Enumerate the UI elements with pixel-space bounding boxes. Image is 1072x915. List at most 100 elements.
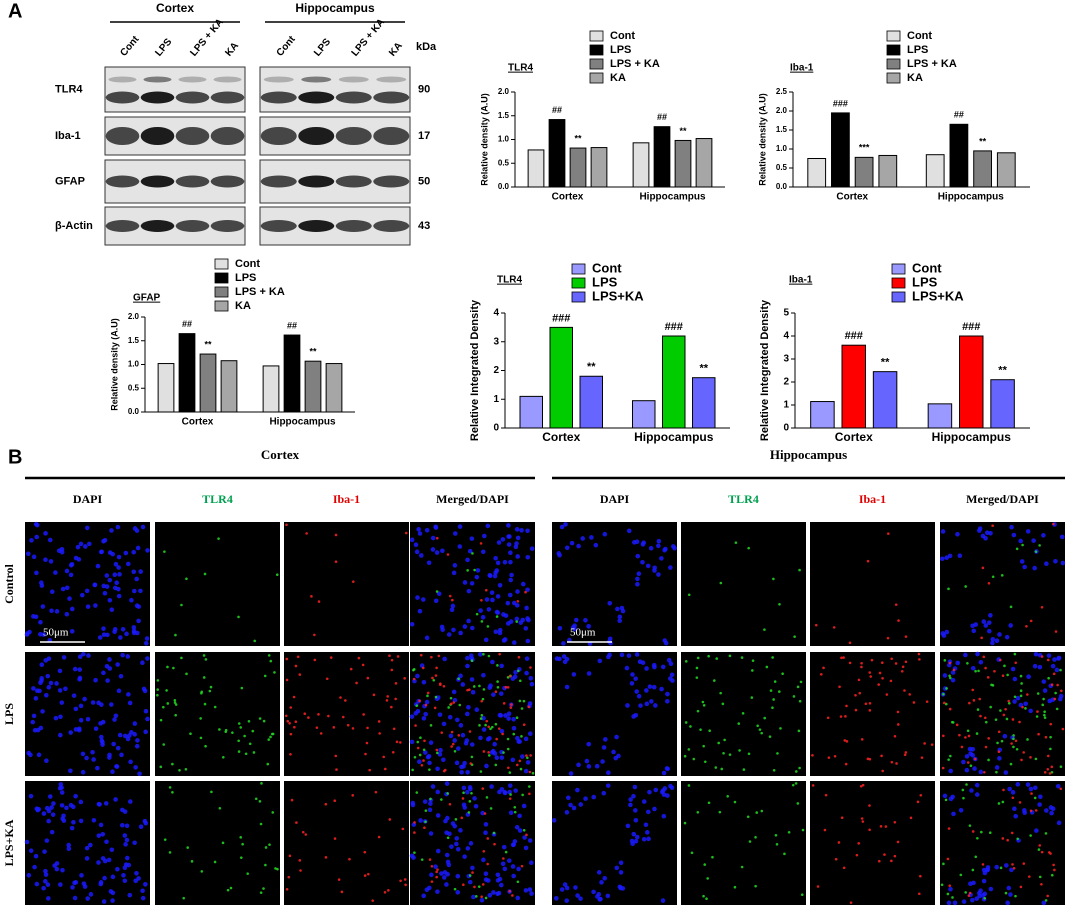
cell-signal: [1013, 652, 1017, 656]
cell-signal: [413, 711, 419, 716]
legend-swatch: [214, 258, 229, 270]
cell-signal: [672, 545, 677, 551]
cell-signal: [462, 883, 465, 887]
cell-signal: [97, 802, 102, 807]
cell-signal: [857, 678, 861, 682]
cell-signal: [701, 700, 705, 704]
cell-signal: [428, 858, 432, 861]
cell-signal: [980, 830, 983, 834]
cell-signal: [773, 680, 777, 683]
cell-signal: [946, 900, 952, 906]
cell-signal: [1003, 664, 1006, 668]
cell-signal: [510, 757, 516, 763]
cell-signal: [904, 751, 908, 754]
cell-signal: [618, 860, 624, 866]
cell-signal: [251, 729, 255, 733]
cell-signal: [487, 573, 493, 578]
cell-signal: [69, 606, 75, 612]
cell-signal: [109, 702, 114, 707]
cell-signal: [138, 569, 143, 574]
cell-signal: [452, 563, 458, 568]
y-tick-label: 1.5: [498, 111, 510, 120]
cell-signal: [774, 833, 778, 837]
cell-signal: [1010, 666, 1016, 672]
cell-signal: [33, 853, 39, 859]
cell-signal: [516, 599, 520, 603]
cell-signal: [125, 654, 131, 659]
cell-signal: [955, 723, 959, 727]
cell-signal: [561, 641, 566, 646]
cell-signal: [73, 727, 79, 732]
significance-label: ###: [833, 98, 848, 108]
cell-signal: [260, 782, 263, 785]
cell-signal: [961, 899, 967, 904]
blot-band: [376, 76, 407, 83]
cell-signal: [458, 828, 463, 833]
cell-signal: [1033, 796, 1037, 800]
cell-signal: [113, 713, 119, 719]
cell-signal: [399, 879, 402, 883]
cell-signal: [659, 789, 665, 795]
cell-signal: [469, 677, 475, 682]
cell-signal: [409, 621, 415, 627]
bar: [653, 126, 671, 188]
cell-signal: [1014, 661, 1018, 665]
cell-signal: [459, 769, 464, 775]
cell-signal: [903, 689, 906, 692]
cell-signal: [523, 626, 529, 631]
cell-signal: [85, 716, 91, 722]
cell-signal: [485, 796, 489, 799]
cell-signal: [496, 680, 499, 683]
cell-signal: [439, 871, 444, 876]
cell-signal: [517, 655, 521, 659]
cell-signal: [1046, 767, 1050, 771]
cell-signal: [366, 676, 370, 680]
chart-title: GFAP: [133, 293, 161, 304]
cell-signal: [695, 666, 699, 670]
cell-signal: [429, 872, 434, 878]
cell-signal: [266, 762, 270, 766]
cell-signal: [299, 869, 302, 872]
cell-signal: [77, 654, 83, 660]
cell-signal: [664, 766, 670, 771]
cell-signal: [84, 845, 90, 851]
cell-signal: [574, 617, 579, 623]
cell-signal: [239, 726, 243, 729]
blot-band: [260, 220, 297, 232]
cell-signal: [968, 751, 973, 756]
cell-signal: [833, 754, 837, 758]
bar: [854, 156, 874, 188]
cell-signal: [124, 631, 129, 637]
cell-signal: [315, 726, 319, 729]
cell-signal: [559, 887, 565, 892]
cell-signal: [1016, 837, 1019, 841]
cell-signal: [80, 769, 86, 775]
cell-signal: [1009, 762, 1013, 766]
cell-signal: [101, 626, 106, 631]
cell-signal: [421, 893, 427, 899]
cell-signal: [1046, 754, 1050, 758]
cell-signal: [941, 766, 945, 770]
cell-signal: [334, 533, 338, 537]
cell-signal: [434, 674, 438, 677]
cell-signal: [310, 595, 313, 598]
y-tick-label: 0.5: [498, 158, 510, 167]
cell-signal: [696, 810, 700, 814]
cell-signal: [1009, 605, 1013, 609]
cell-signal: [120, 807, 125, 813]
cell-signal: [983, 770, 986, 774]
cell-signal: [491, 692, 496, 697]
cell-signal: [142, 688, 148, 694]
legend-label: LPS: [592, 274, 618, 289]
blot-band: [335, 91, 372, 104]
cell-signal: [452, 701, 456, 704]
cell-signal: [418, 818, 423, 823]
cell-signal: [661, 813, 667, 819]
blot-band: [373, 175, 410, 188]
cell-signal: [961, 759, 966, 765]
cell-signal: [861, 820, 865, 823]
cell-signal: [485, 523, 491, 529]
cell-signal: [1012, 737, 1015, 741]
cell-signal: [465, 769, 470, 775]
cell-signal: [559, 524, 565, 530]
